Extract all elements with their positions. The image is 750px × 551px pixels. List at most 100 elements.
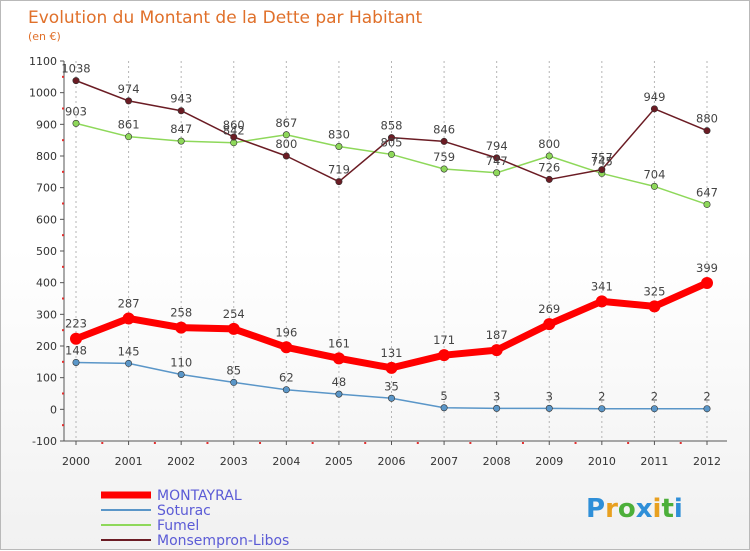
point-montayral-2006 [385,361,398,374]
data-label-soturac-2000: 148 [65,343,87,357]
y-tick-label-0: 0 [50,403,57,416]
data-label-fumel-2002: 847 [170,122,192,136]
point-monsempron-libos-2000 [72,77,80,85]
y-tick-label-600: 600 [36,213,57,226]
point-montayral-2001 [122,312,135,325]
data-label-monsempron-libos-2008: 794 [486,139,508,153]
point-soturac-2004 [282,386,290,394]
point-fumel-2002 [177,137,185,145]
y-tick-label-1000: 1000 [29,87,57,100]
data-label-fumel-2011: 704 [643,167,665,181]
data-label-fumel-2001: 861 [118,118,140,132]
y-minor-tick [62,297,64,300]
logo-letter: r [605,494,618,524]
data-label-monsempron-libos-2001: 974 [118,82,140,96]
point-soturac-2012 [703,405,711,413]
data-label-montayral-2003: 254 [223,307,245,321]
y-minor-tick [62,107,64,110]
y-tick-label-900: 900 [36,118,57,131]
point-monsempron-libos-2010 [598,166,606,174]
data-label-soturac-2001: 145 [118,344,140,358]
point-soturac-2002 [177,370,185,378]
data-label-montayral-2007: 171 [433,333,455,347]
y-minor-tick [62,234,64,237]
logo-letter: i [653,494,662,524]
data-label-monsempron-libos-2012: 880 [696,112,718,126]
data-label-soturac-2003: 85 [226,363,241,377]
y-minor-tick [62,75,64,78]
logo-letter: x [636,494,653,524]
data-label-montayral-2005: 161 [328,336,350,350]
data-label-fumel-2010: 745 [591,154,613,168]
point-soturac-2011 [650,405,658,413]
y-minor-tick [62,424,64,427]
x-minor-tick [416,442,419,444]
data-label-montayral-2008: 187 [486,328,508,342]
data-label-monsempron-libos-2011: 949 [643,90,665,104]
point-monsempron-libos-2002 [177,107,185,115]
point-montayral-2005 [332,352,345,365]
point-soturac-2010 [598,405,606,413]
x-tick-label-2004: 2004 [272,455,300,468]
point-fumel-2004 [282,131,290,139]
x-tick-label-2008: 2008 [483,455,511,468]
y-tick-label-500: 500 [36,245,57,258]
x-tick-label-2003: 2003 [220,455,248,468]
x-minor-tick [679,442,682,444]
y-minor-tick [62,329,64,332]
data-label-montayral-2006: 131 [381,346,403,360]
data-label-monsempron-libos-2009: 726 [538,160,560,174]
y-tick-label-300: 300 [36,308,57,321]
point-fumel-2009 [545,152,553,160]
point-monsempron-libos-2007 [440,137,448,145]
point-montayral-2012 [701,276,713,289]
x-minor-tick [259,442,262,444]
point-fumel-2007 [440,165,448,173]
point-soturac-2003 [230,378,238,386]
data-label-soturac-2008: 3 [493,389,500,403]
data-label-soturac-2010: 2 [598,390,605,404]
data-label-monsempron-libos-2005: 719 [328,163,350,177]
chart-title: Evolution du Montant de la Dette par Hab… [28,8,423,28]
data-label-monsempron-libos-2006: 858 [381,119,403,133]
legend-label-fumel: Fumel [157,518,199,534]
x-tick-label-2010: 2010 [588,455,616,468]
x-tick-label-2005: 2005 [325,455,353,468]
logo-letter: o [618,494,636,524]
y-minor-tick [62,139,64,142]
data-label-fumel-2006: 805 [381,135,403,149]
data-label-fumel-2003: 842 [223,124,245,138]
point-montayral-2002 [175,321,188,334]
point-fumel-2001 [125,133,133,141]
data-label-montayral-2009: 269 [538,302,560,316]
point-soturac-2008 [493,404,501,412]
data-label-soturac-2011: 2 [651,390,658,404]
x-minor-tick [364,442,367,444]
point-fumel-2011 [650,182,658,190]
y-tick-label-800: 800 [36,150,57,163]
x-tick-label-2006: 2006 [378,455,406,468]
x-minor-tick [311,442,314,444]
point-montayral-2011 [648,300,661,313]
data-label-montayral-2010: 341 [591,279,613,293]
point-montayral-2003 [227,322,240,335]
data-label-soturac-2005: 48 [332,375,347,389]
y-tick-label-1100: 1100 [29,55,57,68]
point-soturac-2000 [72,358,80,366]
y-minor-tick [62,392,64,395]
axes: -100 0 100 200 300 400 500 600 700 800 900 1000 1100… [29,55,727,468]
series [70,77,713,413]
x-tick-label-2007: 2007 [430,455,458,468]
chart-subtitle: (en €) [28,30,61,43]
data-label-monsempron-libos-2003: 860 [223,118,245,132]
point-montayral-2007 [438,349,451,362]
legend-label-soturac: Soturac [157,503,211,519]
data-label-soturac-2006: 35 [384,379,399,393]
y-minor-tick [62,265,64,268]
x-tick-label-2009: 2009 [535,455,563,468]
data-label-montayral-2002: 258 [170,306,192,320]
